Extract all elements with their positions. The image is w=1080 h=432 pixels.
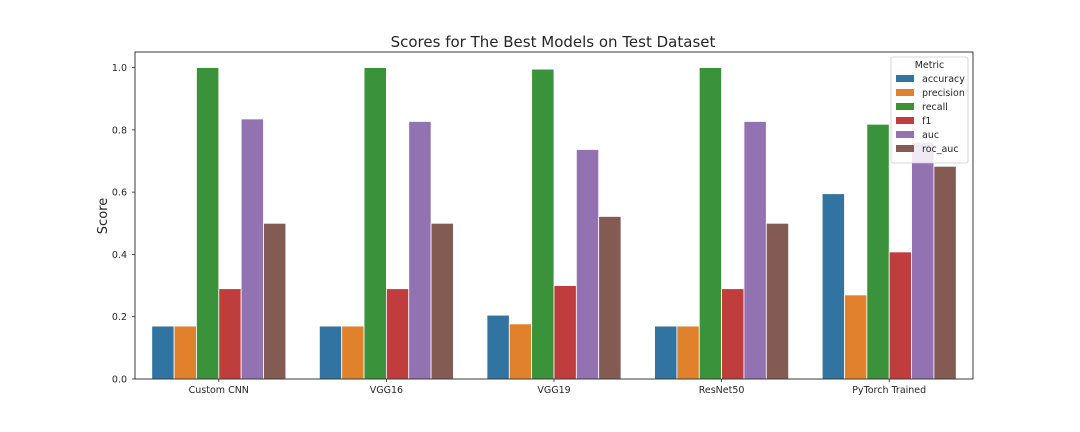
bar-precision-vgg16 <box>341 325 365 380</box>
legend-swatch-accuracy <box>896 75 914 82</box>
legend: Metric accuracy precision recall f1 auc roc_au… <box>890 56 969 164</box>
bar-precision-vgg19 <box>508 323 533 380</box>
bar-f1-vgg16 <box>385 288 410 380</box>
bar-auc-custom-cnn <box>240 118 264 380</box>
bar-recall-vgg16 <box>363 67 387 380</box>
legend-label-precision: precision <box>922 88 965 99</box>
y-tick-label: 0.8 <box>112 125 127 136</box>
legend-swatch-f1 <box>896 117 914 124</box>
bar-auc-vgg16 <box>408 121 432 380</box>
bar-recall-vgg19 <box>531 68 555 380</box>
bar-auc-pytorch-trained <box>911 141 935 380</box>
bar-accuracy-vgg19 <box>486 314 510 380</box>
y-tick-label: 0.4 <box>112 250 127 261</box>
bar-accuracy-pytorch-trained <box>821 193 845 380</box>
x-tick-label: ResNet50 <box>699 385 745 396</box>
legend-swatch-precision <box>896 89 914 96</box>
legend-label-auc: auc <box>922 130 939 141</box>
chart-title: Scores for The Best Models on Test Datas… <box>391 33 716 51</box>
y-tick-label: 0.6 <box>112 188 127 199</box>
legend-label-recall: recall <box>922 102 948 113</box>
bar-roc_auc-vgg19 <box>598 216 622 380</box>
y-tick-label: 0.0 <box>112 375 127 386</box>
bar-precision-pytorch-trained <box>844 294 868 380</box>
y-tick-label: 1.0 <box>112 63 127 74</box>
x-axis-ticks: Custom CNN VGG16 VGG19 ResNet50 PyTorch Trai… <box>189 379 926 396</box>
bar-accuracy-custom-cnn <box>151 325 175 380</box>
y-tick-label: 0.2 <box>112 312 127 323</box>
bar-auc-resnet50 <box>743 121 767 380</box>
y-axis-label: Score <box>96 198 111 234</box>
bar-f1-vgg19 <box>553 285 577 380</box>
legend-swatch-auc <box>896 131 914 138</box>
bar-recall-resnet50 <box>698 67 723 380</box>
bar-roc_auc-custom-cnn <box>263 222 287 380</box>
bar-precision-custom-cnn <box>173 325 197 380</box>
legend-swatch-roc_auc <box>896 145 914 152</box>
bar-accuracy-vgg16 <box>318 325 343 380</box>
bar-f1-custom-cnn <box>218 288 242 380</box>
plot-frame <box>134 51 974 380</box>
bar-recall-pytorch-trained <box>866 123 890 380</box>
legend-title: Metric <box>915 60 945 71</box>
x-tick-label: VGG19 <box>537 385 570 396</box>
x-tick-label: PyTorch Trained <box>852 385 926 396</box>
legend-label-roc_auc: roc_auc <box>922 144 959 155</box>
bars-group <box>151 67 957 380</box>
bar-f1-pytorch-trained <box>888 251 912 380</box>
bar-roc_auc-pytorch-trained <box>933 165 957 380</box>
x-tick-label: VGG16 <box>370 385 403 396</box>
bar-accuracy-resnet50 <box>654 325 678 380</box>
legend-swatch-recall <box>896 103 914 110</box>
x-tick-label: Custom CNN <box>189 385 249 396</box>
bar-f1-resnet50 <box>721 288 745 380</box>
bar-roc_auc-resnet50 <box>765 222 790 380</box>
bar-roc_auc-vgg16 <box>430 222 454 380</box>
bar-auc-vgg19 <box>575 149 600 380</box>
legend-label-f1: f1 <box>922 116 931 127</box>
legend-label-accuracy: accuracy <box>922 74 965 85</box>
y-axis-ticks: 0.0 0.2 0.4 0.6 0.8 1.0 <box>112 63 135 386</box>
bar-precision-resnet50 <box>676 325 700 380</box>
bar-recall-custom-cnn <box>196 67 220 380</box>
